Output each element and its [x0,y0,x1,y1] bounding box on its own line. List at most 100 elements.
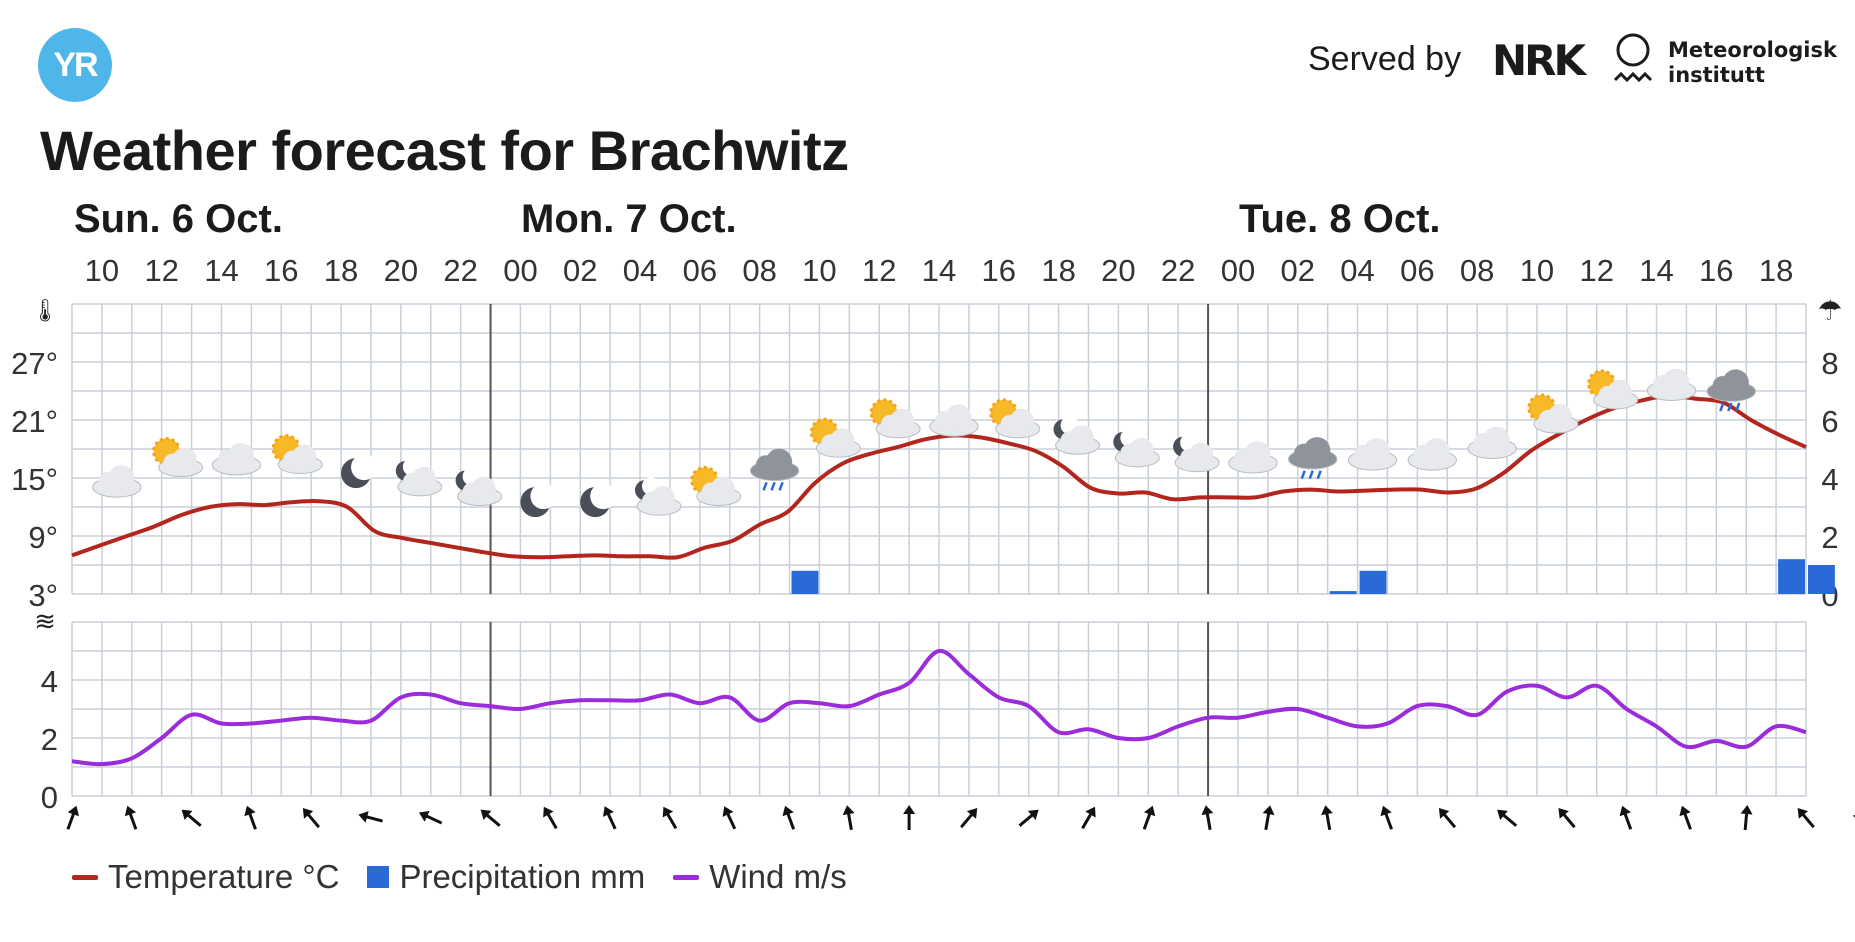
hour-label: 00 [503,253,537,288]
precipitation-tick: 2 [1821,520,1838,555]
wind-direction-arrow [1380,805,1393,830]
wind-direction-arrow [782,805,796,830]
partly-sun-icon [869,398,921,439]
wind-direction-arrow [181,809,202,827]
cloud-part [1009,408,1034,433]
rain-cloud-icon [1706,369,1756,412]
arrow-head [302,808,314,819]
precipitation-bar [1329,591,1357,594]
moon-shadow [351,454,378,481]
arrow-head [358,811,369,823]
arrow-head [1085,806,1096,818]
partly-sun-icon [271,434,323,475]
precipitation-bar [791,570,819,594]
cloud-part [1607,379,1632,404]
cloud-part [1303,437,1331,464]
legend-temperature: Temperature °C [72,858,339,896]
arrow-head [124,805,137,817]
arrow-head [1201,805,1214,816]
wind-direction-arrow [903,805,916,830]
temperature-tick: 9° [28,520,58,555]
wind-direction-arrow [1619,805,1633,830]
arrow-head [181,809,193,821]
rain-drop [778,481,784,491]
hour-label: 08 [1460,253,1494,288]
precipitation-bar [1778,559,1805,594]
temperature-tick: 21° [11,404,58,439]
hour-label: 16 [264,253,298,288]
cloud-part [108,465,135,492]
nrk-logo[interactable]: NRK [1492,36,1586,85]
hour-label: 10 [1520,253,1554,288]
cloud-part [1662,368,1690,395]
arrow-head [662,806,674,818]
chart-legend: Temperature °C Precipitation mm Wind m/s [72,858,847,896]
arrow-head [1619,805,1631,817]
cloudy-icon [211,443,262,476]
cloud-part [471,476,496,501]
hour-label: 22 [443,253,477,288]
umbrella-icon: ☂ [1817,295,1842,326]
cloud-part [1129,437,1154,462]
arrow-head [782,805,794,817]
wind-line [71,649,1807,767]
rain-drop [1735,402,1741,412]
cloud-part [411,466,436,491]
arrow-head [1558,808,1569,819]
arrow-head [480,809,492,821]
wind-direction-arrow [1797,808,1815,829]
cloud-part [1547,404,1572,428]
wind-direction-arrow [358,811,383,823]
wind-icon: ≋ [34,606,56,636]
arrow-head [543,806,554,818]
yr-logo[interactable]: YR [38,28,112,102]
met-institute-logo[interactable]: Meteorologisk institutt [1668,38,1837,88]
cloudy-icon [929,404,979,437]
temperature-tick: 3° [28,578,58,613]
wind-direction-arrow [66,805,80,830]
temperature-tick: 15° [11,462,58,497]
partly-moon-icon [395,457,443,497]
partly-sun-icon [1527,393,1579,434]
page-title: Weather forecast for Brachwitz [40,119,849,182]
cloud-part [890,408,915,433]
hour-label: 08 [742,253,776,288]
wind-direction-arrow [842,805,855,831]
wind-direction-arrow [1740,805,1753,831]
moon-shadow [590,483,617,510]
wind-direction-arrow [1142,805,1156,830]
day-label: Tue. 8 Oct. [1239,197,1441,241]
partly-sun-icon [989,398,1041,439]
arrow-head [1438,808,1450,819]
arrow-head [67,805,80,817]
hour-label: 06 [683,253,717,288]
wind-direction-arrow [662,806,678,830]
hour-label: 06 [1400,253,1434,288]
legend-temperature-swatch [72,874,98,880]
arrow-head [1679,805,1691,817]
partly-sun-icon [1587,369,1639,410]
met-line1: Meteorologisk [1668,38,1837,62]
hour-label: 10 [85,253,119,288]
wind-direction-arrow [722,806,737,830]
wind-direction-arrow [480,809,501,827]
rain-drop [762,481,768,491]
met-institute-icon [1613,33,1653,83]
cloud-part [1189,442,1214,467]
wind-direction-arrow [1081,806,1096,830]
day-label: Sun. 6 Oct. [74,197,283,241]
hour-label: 14 [1639,253,1673,288]
hour-label: 00 [1221,253,1255,288]
wind-direction-arrow [1321,805,1333,831]
legend-precipitation-label: Precipitation mm [399,858,646,895]
moon-icon [341,454,378,489]
arrow-head [1027,809,1039,821]
moon-shadow [530,483,557,510]
hour-label: 10 [802,253,836,288]
arrow-head [603,806,614,817]
hour-label: 12 [862,253,896,288]
cloud-part [227,443,255,470]
wind-direction-arrow [960,808,978,829]
cloud-part [765,448,793,476]
hour-label: 04 [623,253,657,288]
